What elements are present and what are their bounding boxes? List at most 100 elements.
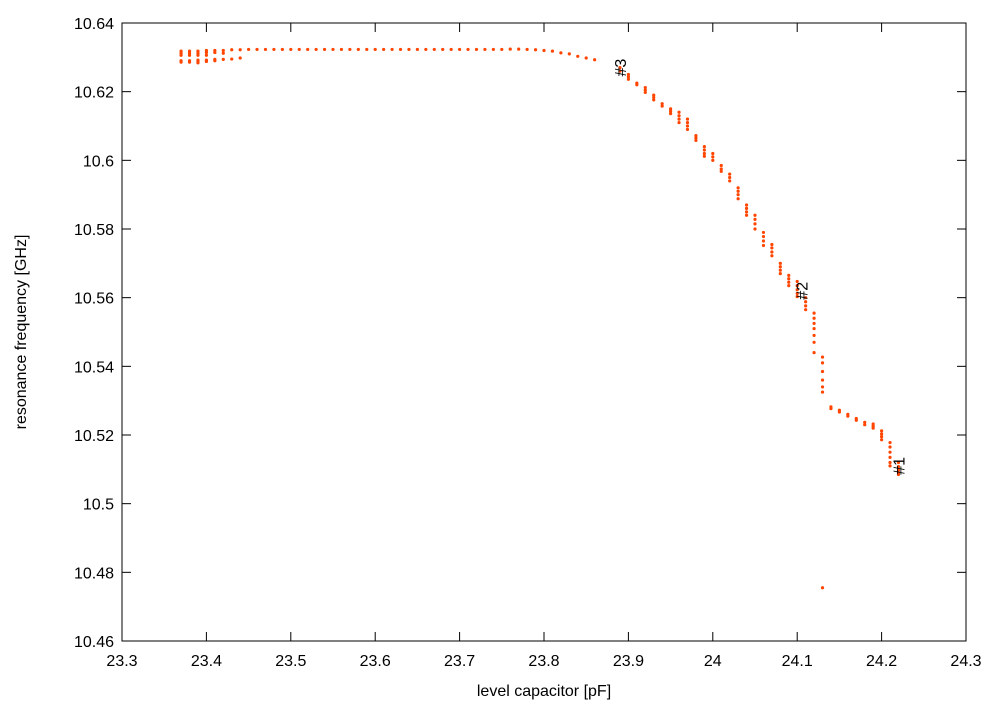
data-point xyxy=(787,284,791,288)
y-tick-label: 10.58 xyxy=(74,222,114,239)
data-point xyxy=(441,47,445,52)
data-point xyxy=(669,107,673,111)
data-point xyxy=(196,53,200,57)
data-point xyxy=(230,48,234,52)
data-point xyxy=(685,120,690,125)
data-point xyxy=(643,90,647,94)
data-point xyxy=(618,66,622,70)
x-tick-label: 23.7 xyxy=(444,653,475,670)
data-point xyxy=(187,60,192,64)
data-point xyxy=(871,426,875,430)
data-point xyxy=(584,56,588,60)
data-point xyxy=(812,340,816,344)
point-annotation: #3 xyxy=(613,59,630,77)
data-point xyxy=(525,47,529,52)
data-point xyxy=(306,47,310,52)
data-point xyxy=(424,47,428,52)
data-point xyxy=(458,47,462,52)
data-point xyxy=(204,59,208,64)
data-point xyxy=(736,189,740,193)
data-point xyxy=(728,172,732,176)
data-point xyxy=(770,246,774,250)
data-point xyxy=(778,272,782,276)
data-point xyxy=(719,163,723,168)
data-point xyxy=(795,279,799,284)
data-point xyxy=(804,308,808,312)
data-point xyxy=(677,117,681,121)
data-point xyxy=(559,51,563,55)
data-point xyxy=(820,390,825,394)
data-point xyxy=(820,369,825,374)
data-point xyxy=(753,222,757,226)
data-point xyxy=(820,385,825,389)
data-point xyxy=(466,47,470,52)
data-point xyxy=(896,460,901,465)
data-point xyxy=(888,440,892,445)
data-point xyxy=(863,423,867,427)
data-point xyxy=(204,50,208,55)
data-point xyxy=(677,114,681,118)
data-point xyxy=(880,438,884,442)
y-tick-label: 10.48 xyxy=(74,565,114,582)
data-point xyxy=(744,203,749,207)
data-point xyxy=(778,265,782,269)
x-tick-label: 23.5 xyxy=(275,653,306,670)
data-point xyxy=(880,432,884,436)
data-point xyxy=(753,213,757,217)
data-point xyxy=(652,93,656,97)
x-tick-label: 24.2 xyxy=(866,653,897,670)
data-point xyxy=(896,472,901,477)
data-point xyxy=(896,468,901,472)
data-point xyxy=(719,169,723,173)
data-point xyxy=(432,47,436,52)
data-point xyxy=(677,120,681,125)
data-point xyxy=(322,47,327,52)
y-tick-label: 10.46 xyxy=(74,634,114,651)
data-point xyxy=(694,138,698,143)
y-tick-label: 10.54 xyxy=(74,359,114,376)
data-point xyxy=(280,47,284,52)
data-point xyxy=(820,586,825,590)
data-point xyxy=(787,280,791,284)
y-tick-label: 10.62 xyxy=(74,85,114,102)
data-point xyxy=(787,277,791,281)
y-tick-label: 10.56 xyxy=(74,291,114,308)
data-point xyxy=(618,69,622,73)
data-point xyxy=(660,104,664,108)
data-point xyxy=(804,304,808,308)
data-point xyxy=(508,47,512,51)
data-point xyxy=(626,77,631,81)
data-point xyxy=(398,47,403,52)
point-annotation: #1 xyxy=(891,457,908,475)
data-point xyxy=(702,151,706,156)
data-point xyxy=(778,261,782,265)
data-point xyxy=(829,406,833,411)
annotations: #3 #2 #1 xyxy=(613,59,909,475)
data-point xyxy=(736,193,740,197)
data-point xyxy=(449,47,453,52)
data-point xyxy=(685,124,690,128)
data-point xyxy=(728,179,732,183)
data-point xyxy=(795,291,799,296)
data-point xyxy=(263,47,268,52)
data-point xyxy=(626,75,631,79)
data-point xyxy=(711,158,715,162)
data-point xyxy=(635,83,639,87)
data-point xyxy=(888,445,892,449)
y-axis-label: resonance frequency [GHz] xyxy=(13,235,30,430)
data-point xyxy=(652,98,656,102)
data-point xyxy=(888,455,892,459)
data-point xyxy=(685,127,690,132)
data-point xyxy=(542,48,546,53)
axes: 23.3 23.4 23.5 23.6 23.7 23.8 23.9 24 24.1 24.2 24… xyxy=(74,16,982,670)
data-point xyxy=(483,47,487,52)
data-point xyxy=(187,53,192,57)
data-point xyxy=(812,351,816,355)
data-point xyxy=(736,197,740,201)
data-point xyxy=(213,59,217,63)
data-point xyxy=(880,435,884,439)
data-point xyxy=(711,155,715,159)
data-point xyxy=(888,460,892,465)
x-tick-label: 24 xyxy=(704,653,722,670)
